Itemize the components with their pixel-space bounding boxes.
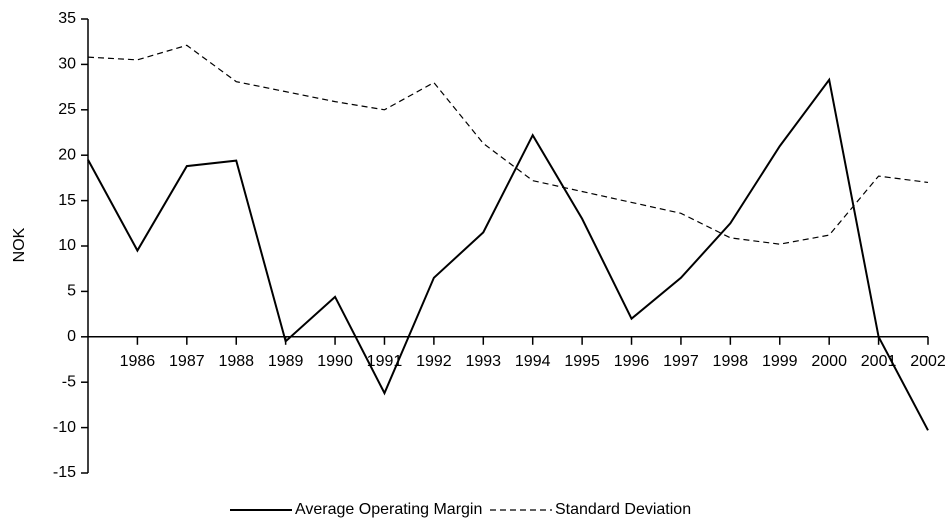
- x-tick-label: 1997: [663, 353, 699, 370]
- series-line: [87, 77, 929, 431]
- x-tick-label: 2000: [811, 353, 847, 370]
- x-tick-label: 1994: [515, 353, 551, 370]
- y-tick-label: 30: [58, 56, 76, 73]
- y-tick-label: 25: [58, 101, 76, 118]
- x-tick-label: 1995: [564, 353, 600, 370]
- y-tick-label: -10: [53, 419, 76, 436]
- x-tick-label: 1992: [416, 353, 452, 370]
- legend-label: Average Operating Margin: [295, 501, 482, 518]
- x-tick-label: 1991: [367, 353, 403, 370]
- x-tick-label: 1989: [268, 353, 304, 370]
- y-axis-label: NOK: [11, 227, 28, 262]
- y-tick-label: 0: [67, 328, 76, 345]
- x-tick-label: 1993: [465, 353, 501, 370]
- x-tick-label: 1988: [218, 353, 254, 370]
- x-tick-label: 1986: [120, 353, 156, 370]
- x-tick-label: 1999: [762, 353, 798, 370]
- y-tick-label: -5: [62, 373, 76, 390]
- y-tick-label: 20: [58, 146, 76, 163]
- x-tick-label: 1998: [713, 353, 749, 370]
- y-tick-label: -15: [53, 464, 76, 481]
- x-tick-label: 1987: [169, 353, 205, 370]
- y-tick-label: 10: [58, 237, 76, 254]
- legend-label: Standard Deviation: [555, 501, 691, 518]
- y-tick-label: 15: [58, 192, 76, 209]
- x-tick-label: 2001: [861, 353, 897, 370]
- x-tick-label: 2002: [910, 353, 946, 370]
- x-tick-label: 1990: [317, 353, 353, 370]
- x-tick-label: 1996: [614, 353, 650, 370]
- series-line: [87, 44, 929, 245]
- y-tick-label: 5: [67, 283, 76, 300]
- y-tick-label: 35: [58, 10, 76, 27]
